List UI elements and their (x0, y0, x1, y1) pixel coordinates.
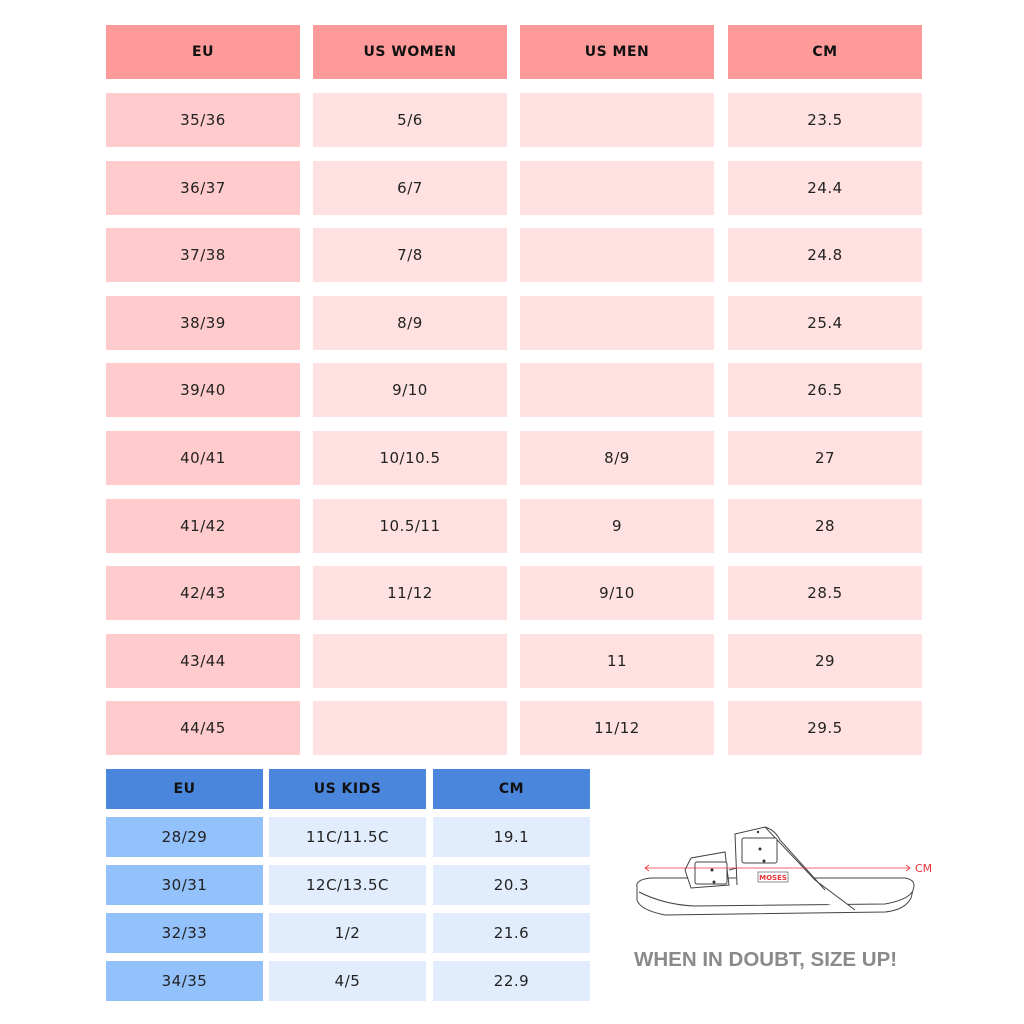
table-cell: 40/41 (106, 431, 300, 485)
table-cell: 36/37 (106, 160, 300, 215)
table-cell: 4/5 (269, 961, 426, 1001)
table-cell: 37/38 (106, 228, 300, 283)
table-cell: 39/40 (106, 363, 300, 418)
table-cell: 11/12 (520, 701, 714, 756)
table-cell: 29.5 (728, 701, 922, 756)
table-cell: 24.4 (728, 160, 922, 215)
column-header: CM (433, 769, 590, 809)
table-cell (520, 93, 714, 147)
column-header: US MEN (520, 25, 714, 79)
column-header: EU (106, 25, 300, 79)
table-cell: 34/35 (106, 961, 263, 1001)
table-cell: 25.4 (728, 295, 922, 350)
table-cell: 9 (520, 498, 714, 553)
tagline: WHEN IN DOUBT, SIZE UP! (634, 948, 898, 971)
table-cell (520, 295, 714, 350)
table-cell: 42/43 (106, 566, 300, 621)
table-cell: 38/39 (106, 295, 300, 350)
table-cell: 7/8 (313, 228, 507, 283)
table-cell: 5/6 (313, 93, 507, 147)
table-cell: 11/12 (313, 566, 507, 621)
table-cell: 21.6 (433, 913, 590, 953)
table-cell: 1/2 (269, 913, 426, 953)
table-cell: 22.9 (433, 961, 590, 1001)
table-cell: 11C/11.5C (269, 817, 426, 857)
table-cell: 8/9 (313, 295, 507, 350)
table-cell: 10.5/11 (313, 498, 507, 553)
table-cell: 6/7 (313, 160, 507, 215)
table-cell: 19.1 (433, 817, 590, 857)
table-cell: 27 (728, 431, 922, 485)
svg-text:MOSES: MOSES (759, 874, 787, 882)
table-cell: 30/31 (106, 865, 263, 905)
column-header: US KIDS (269, 769, 426, 809)
table-cell: 35/36 (106, 93, 300, 147)
table-cell: 11 (520, 633, 714, 688)
table-cell: 28/29 (106, 817, 263, 857)
table-cell: 28 (728, 498, 922, 553)
column-header: EU (106, 769, 263, 809)
table-cell: 9/10 (313, 363, 507, 418)
measure-label: CM (915, 862, 932, 875)
table-cell: 28.5 (728, 566, 922, 621)
table-cell: 43/44 (106, 633, 300, 688)
table-cell (520, 160, 714, 215)
column-header: US WOMEN (313, 25, 507, 79)
table-cell: 24.8 (728, 228, 922, 283)
table-cell (313, 701, 507, 756)
table-cell (520, 363, 714, 418)
table-cell: 23.5 (728, 93, 922, 147)
table-cell (313, 633, 507, 688)
table-cell: 12C/13.5C (269, 865, 426, 905)
table-cell: 26.5 (728, 363, 922, 418)
column-header: CM (728, 25, 922, 79)
table-cell: 32/33 (106, 913, 263, 953)
table-cell: 9/10 (520, 566, 714, 621)
table-cell: 20.3 (433, 865, 590, 905)
brand-logo (757, 871, 789, 883)
table-cell (520, 228, 714, 283)
table-cell: 29 (728, 633, 922, 688)
sandal-measure-icon: MOSES CM (636, 826, 932, 916)
table-cell: 44/45 (106, 701, 300, 756)
table-cell: 41/42 (106, 498, 300, 553)
table-cell: 10/10.5 (313, 431, 507, 485)
table-cell: 8/9 (520, 431, 714, 485)
